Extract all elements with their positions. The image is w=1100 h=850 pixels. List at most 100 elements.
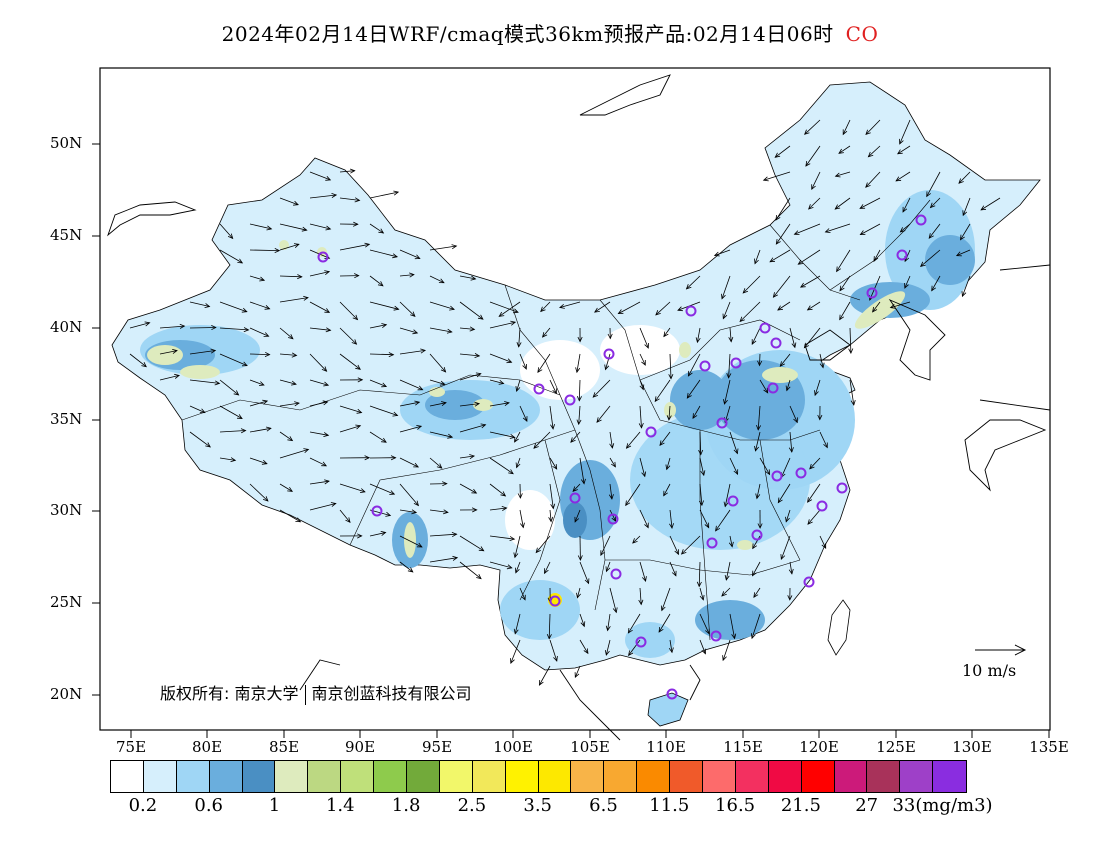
wind-vector bbox=[654, 379, 671, 402]
wind-vector bbox=[369, 379, 387, 387]
wind-arrowhead bbox=[821, 543, 827, 549]
wind-arrowhead bbox=[297, 274, 303, 280]
wind-vector bbox=[309, 223, 331, 230]
wind-arrowhead bbox=[442, 481, 448, 487]
wind-arrowhead bbox=[803, 342, 809, 349]
wind-vector bbox=[628, 639, 641, 656]
wind-vector bbox=[759, 457, 770, 475]
wind-vector bbox=[686, 379, 701, 399]
wind-arrowhead bbox=[772, 292, 778, 298]
wind-arrowhead bbox=[641, 360, 646, 366]
wind-vector bbox=[369, 532, 386, 537]
lon-label: 130E bbox=[952, 738, 992, 756]
wind-arrowhead bbox=[929, 202, 936, 209]
wind-vector bbox=[549, 405, 554, 429]
wind-vector bbox=[873, 249, 881, 262]
wind-vector bbox=[819, 431, 828, 448]
wind-vector bbox=[839, 275, 851, 291]
wind-arrowhead bbox=[596, 417, 602, 423]
wind-arrowhead bbox=[654, 396, 660, 403]
legend-label: 1.8 bbox=[391, 795, 421, 816]
wind-arrowhead bbox=[777, 305, 783, 311]
wind-vector bbox=[605, 353, 611, 370]
wind-vector bbox=[429, 275, 445, 284]
wind-vector bbox=[459, 455, 475, 459]
wind-vector bbox=[559, 301, 581, 308]
wind-vector bbox=[688, 353, 701, 377]
wind-arrowhead bbox=[722, 655, 727, 662]
legend-swatch bbox=[735, 761, 769, 792]
wind-vector bbox=[773, 275, 791, 298]
wind-arrowhead bbox=[303, 448, 310, 453]
wind-vector bbox=[399, 249, 420, 259]
wind-arrowhead bbox=[808, 204, 814, 210]
wind-arrowhead bbox=[516, 342, 522, 348]
wind-vector bbox=[902, 197, 911, 213]
wind-vector bbox=[249, 223, 272, 230]
wind-vector bbox=[339, 243, 370, 251]
wind-vector bbox=[369, 301, 399, 310]
wind-vector bbox=[962, 275, 971, 297]
wind-vector bbox=[639, 353, 646, 366]
wind-vector bbox=[339, 301, 358, 320]
legend-swatch bbox=[670, 761, 704, 792]
wind-arrowhead bbox=[414, 254, 421, 260]
wind-arrowhead bbox=[928, 233, 934, 239]
wind-arrowhead bbox=[546, 633, 552, 640]
wind-arrowhead bbox=[834, 204, 841, 210]
wind-arrowhead bbox=[548, 516, 554, 523]
wind-arrowhead bbox=[303, 295, 309, 301]
wind-vector bbox=[339, 170, 355, 173]
wind-vector bbox=[249, 327, 269, 337]
wind-arrowhead bbox=[513, 552, 519, 559]
wind-vector bbox=[219, 249, 243, 264]
wind-vector bbox=[339, 327, 357, 345]
wind-vector bbox=[249, 275, 265, 281]
wind-vector bbox=[399, 327, 418, 334]
legend-swatch bbox=[834, 761, 868, 792]
wind-arrowhead bbox=[452, 555, 459, 561]
wind-arrowhead bbox=[696, 581, 702, 588]
wind-vector bbox=[579, 457, 585, 484]
copyright-prefix: 版权所有: bbox=[160, 684, 230, 703]
wind-arrowhead bbox=[323, 381, 330, 387]
wind-arrowhead bbox=[793, 230, 800, 235]
wind-vector bbox=[592, 379, 611, 398]
wind-vector bbox=[519, 509, 524, 528]
wind-arrowhead bbox=[265, 426, 272, 432]
wind-vector bbox=[429, 327, 452, 333]
legend-swatch bbox=[472, 761, 506, 792]
wind-arrowhead bbox=[728, 336, 734, 343]
wind-arrowhead bbox=[659, 440, 665, 447]
wind-arrowhead bbox=[804, 129, 810, 135]
wind-arrowhead bbox=[294, 401, 300, 407]
wind-arrowhead bbox=[291, 380, 297, 386]
wind-arrowhead bbox=[227, 233, 234, 240]
wind-vector bbox=[728, 353, 731, 378]
wind-arrowhead bbox=[506, 358, 513, 364]
wind-vector bbox=[722, 301, 731, 319]
lon-label: 110E bbox=[646, 738, 686, 756]
wind-vector bbox=[540, 301, 551, 312]
wind-arrowhead bbox=[644, 522, 649, 529]
wind-vector bbox=[489, 431, 515, 438]
wind-arrowhead bbox=[701, 648, 707, 655]
wind-vector bbox=[219, 430, 246, 433]
wind-arrowhead bbox=[233, 390, 240, 396]
wind-vector bbox=[544, 561, 551, 574]
wind-arrowhead bbox=[577, 336, 583, 343]
wind-arrowhead bbox=[263, 332, 270, 337]
wind-arrowhead bbox=[607, 333, 613, 340]
wind-vector bbox=[129, 353, 147, 368]
wind-arrowhead bbox=[236, 414, 243, 419]
wind-vector bbox=[489, 301, 519, 313]
wind-vector bbox=[459, 535, 484, 552]
wind-arrowhead bbox=[604, 364, 610, 371]
wind-arrowhead bbox=[544, 568, 549, 575]
legend-swatch bbox=[768, 761, 802, 792]
wind-vector bbox=[755, 431, 761, 451]
wind-arrowhead bbox=[612, 607, 618, 614]
wind-vector bbox=[785, 509, 791, 522]
wind-vector bbox=[489, 535, 515, 540]
